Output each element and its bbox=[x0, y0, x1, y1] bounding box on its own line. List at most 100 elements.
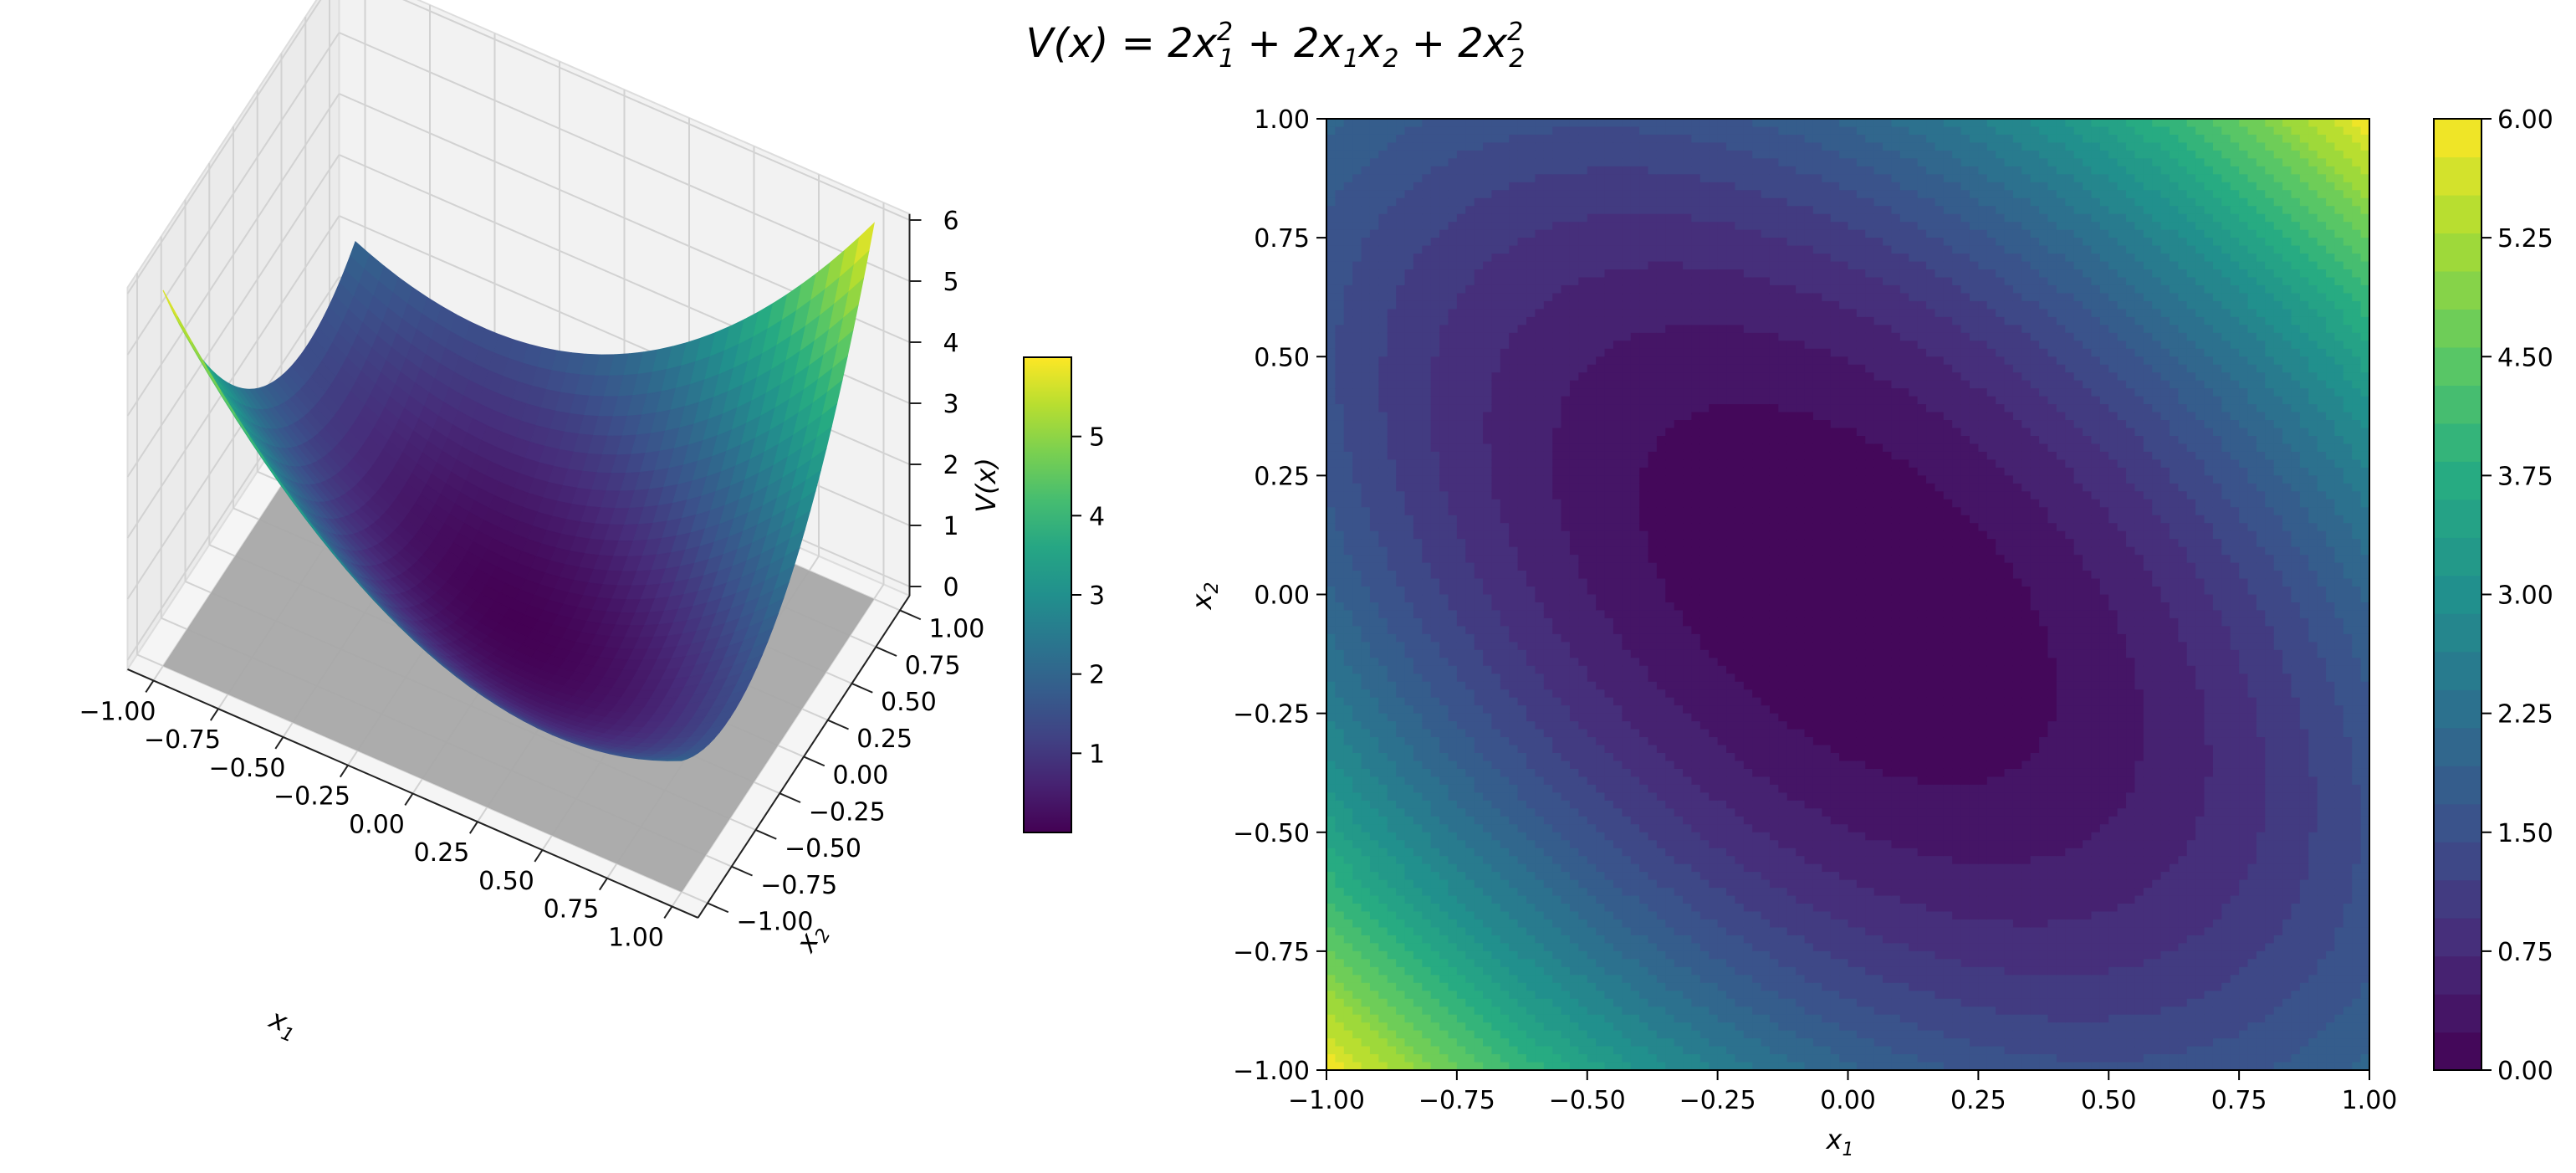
contour-cell bbox=[1439, 316, 1449, 325]
contour-cell bbox=[1369, 975, 1379, 984]
contour-cell bbox=[1439, 459, 1449, 469]
contour-cell bbox=[1430, 586, 1440, 596]
contour-cell bbox=[1413, 530, 1423, 540]
contour-cell bbox=[1456, 784, 1466, 793]
contour-cell bbox=[1543, 950, 1553, 960]
contour-cell bbox=[1335, 316, 1345, 325]
contour-cell bbox=[1456, 610, 1466, 619]
contour-cell bbox=[1483, 380, 1493, 389]
contour-cell bbox=[1352, 412, 1362, 421]
contour-cell bbox=[1578, 642, 1588, 651]
contour-cell bbox=[1474, 515, 1484, 524]
contour-cell bbox=[1552, 1046, 1562, 1055]
x-tick-mark bbox=[534, 849, 544, 863]
contour-cell bbox=[1404, 904, 1414, 913]
contour-cell bbox=[1430, 633, 1440, 643]
contour-cell bbox=[1569, 571, 1579, 580]
contour-cell bbox=[1404, 808, 1414, 817]
contour-cell bbox=[1526, 364, 1536, 373]
contour-cell bbox=[1343, 356, 1353, 366]
contour-cell bbox=[1439, 182, 1449, 191]
contour-cell bbox=[1552, 768, 1562, 778]
contour-cell bbox=[1430, 856, 1440, 865]
contour-cell bbox=[1483, 238, 1493, 247]
contour-cell bbox=[1352, 515, 1362, 524]
contour-cell bbox=[1396, 840, 1406, 849]
contour-cell bbox=[1456, 959, 1466, 968]
contour-cell bbox=[1526, 254, 1536, 263]
colorbar-tick-label: 4 bbox=[1089, 502, 1105, 531]
contour-cell bbox=[1456, 206, 1466, 215]
contour-cell bbox=[1335, 808, 1345, 817]
contour-cell bbox=[1448, 1022, 1458, 1032]
contour-cell bbox=[1474, 1046, 1484, 1055]
contour-cell bbox=[1535, 238, 1545, 247]
contour-cell bbox=[1526, 761, 1536, 770]
contour-cell bbox=[1335, 1007, 1345, 1016]
contour-cell bbox=[1396, 950, 1406, 960]
contour-cell bbox=[1526, 284, 1536, 295]
contour-cell bbox=[1509, 515, 1519, 524]
contour-cell bbox=[1465, 776, 1475, 786]
contour-cell bbox=[1387, 879, 1397, 889]
contour-cell bbox=[1361, 617, 1371, 627]
contour-cell bbox=[1413, 539, 1423, 548]
contour-cell bbox=[1535, 784, 1545, 793]
contour-cell bbox=[1430, 174, 1440, 183]
contour-cell bbox=[1535, 229, 1545, 238]
contour-cell bbox=[1465, 293, 1475, 302]
contour-cell bbox=[1491, 467, 1501, 476]
contour-cell bbox=[1517, 316, 1527, 325]
contour-cell bbox=[1352, 1030, 1362, 1039]
contour-cell bbox=[1474, 642, 1484, 651]
contour-cell bbox=[1500, 705, 1510, 715]
contour-cell bbox=[1543, 959, 1553, 968]
contour-cell bbox=[1509, 475, 1519, 484]
contour-cell bbox=[1378, 238, 1388, 247]
contour-cell bbox=[1483, 594, 1493, 603]
contour-cell bbox=[1535, 436, 1545, 445]
contour-cell bbox=[1396, 555, 1406, 564]
contour-cell bbox=[1543, 142, 1553, 151]
contour-cell bbox=[1378, 642, 1388, 651]
contour-cell bbox=[1509, 784, 1519, 793]
contour-cell bbox=[1456, 134, 1466, 144]
contour-cell bbox=[1543, 594, 1553, 603]
contour-cell bbox=[1335, 966, 1345, 976]
contour-cell bbox=[1422, 372, 1432, 382]
contour-cell bbox=[1326, 895, 1336, 904]
contour-cell bbox=[1335, 729, 1345, 738]
contour-cell bbox=[1552, 792, 1562, 802]
contour-cell bbox=[1387, 372, 1397, 382]
contour-cell bbox=[1456, 1054, 1466, 1063]
contour-cell bbox=[1343, 681, 1353, 690]
contour-cell bbox=[1578, 674, 1588, 683]
contour-cell bbox=[1369, 919, 1379, 929]
contour-cell bbox=[1535, 642, 1545, 651]
contour-cell bbox=[1335, 1014, 1345, 1023]
contour-cell bbox=[1326, 412, 1336, 421]
contour-cell bbox=[1404, 1022, 1414, 1032]
contour-cell bbox=[1535, 872, 1545, 881]
contour-cell bbox=[1439, 950, 1449, 960]
contour-cell bbox=[1413, 388, 1423, 397]
contour-cell bbox=[1578, 665, 1588, 674]
contour-cell bbox=[1543, 213, 1553, 223]
contour-cell bbox=[1422, 316, 1432, 325]
contour-cell bbox=[1535, 1054, 1545, 1063]
contour-cell bbox=[1343, 420, 1353, 429]
contour-cell bbox=[1387, 658, 1397, 667]
contour-cell bbox=[1578, 610, 1588, 619]
contour-cell bbox=[1578, 491, 1588, 500]
contour-cell bbox=[1361, 190, 1371, 199]
contour-cell bbox=[1465, 816, 1475, 825]
contour-cell bbox=[1456, 309, 1466, 318]
contour-cell bbox=[1474, 784, 1484, 793]
contour-cell bbox=[1552, 617, 1562, 627]
contour-cell bbox=[1535, 737, 1545, 746]
contour-cell bbox=[1448, 380, 1458, 389]
contour-cell bbox=[1465, 982, 1475, 991]
contour-cell bbox=[1543, 277, 1553, 286]
contour-cell bbox=[1404, 1007, 1414, 1016]
contour-cell bbox=[1552, 261, 1562, 270]
